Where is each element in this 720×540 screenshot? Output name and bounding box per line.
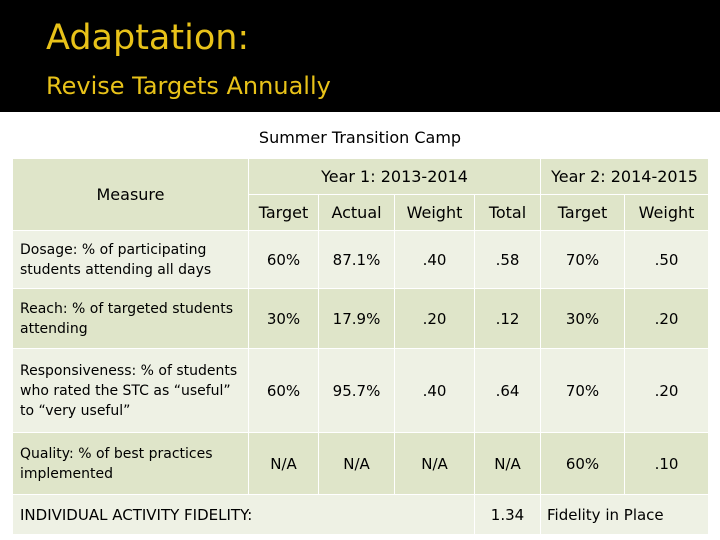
y1-weight-cell: N/A bbox=[394, 432, 475, 495]
measure-description: % of participating students attending al… bbox=[20, 241, 212, 278]
y1-actual-cell: 95.7% bbox=[318, 348, 395, 433]
y2-weight-cell: .20 bbox=[624, 288, 710, 349]
measure-name: Reach: bbox=[20, 300, 68, 317]
year2-header: Year 2: 2014-2015 bbox=[540, 158, 710, 195]
y1-actual-cell: 17.9% bbox=[318, 288, 395, 349]
y2-weight-cell: .50 bbox=[624, 230, 710, 289]
y1-actual-cell: N/A bbox=[318, 432, 395, 495]
measure-name: Responsiveness: bbox=[20, 362, 137, 379]
slide-title: Adaptation: bbox=[46, 18, 250, 58]
y1-target-header: Target bbox=[248, 194, 319, 231]
y2-target-cell: 70% bbox=[540, 348, 626, 433]
measure-name: Quality: bbox=[20, 445, 74, 462]
y1-target-cell: 60% bbox=[248, 230, 319, 289]
y1-actual-header: Actual bbox=[318, 194, 395, 231]
y1-actual-cell: 87.1% bbox=[318, 230, 395, 289]
measure-description: % of best practices implemented bbox=[20, 445, 213, 482]
fidelity-label: INDIVIDUAL ACTIVITY FIDELITY: bbox=[12, 494, 475, 535]
title-area: Adaptation: Revise Targets Annually bbox=[0, 0, 720, 110]
y1-target-cell: 30% bbox=[248, 288, 319, 349]
year1-header: Year 1: 2013-2014 bbox=[247, 158, 542, 195]
measure-cell: Dosage: % of participating students atte… bbox=[12, 230, 249, 289]
measure-description: % of targeted students attending bbox=[20, 300, 234, 337]
fidelity-status: Fidelity in Place bbox=[540, 494, 710, 535]
measure-name: Dosage: bbox=[20, 241, 78, 258]
y1-total-cell: .12 bbox=[473, 288, 542, 349]
measure-header: Measure bbox=[12, 158, 249, 231]
table-row: Quality: % of best practices implemented… bbox=[12, 432, 710, 495]
y1-weight-cell: .20 bbox=[394, 288, 475, 349]
measure-cell: Reach: % of targeted students attending bbox=[12, 288, 249, 349]
y1-weight-cell: .40 bbox=[394, 230, 475, 289]
table-row: Responsiveness: % of students who rated … bbox=[12, 348, 710, 433]
y2-weight-header: Weight bbox=[624, 194, 710, 231]
table-row: Dosage: % of participating students atte… bbox=[12, 230, 710, 289]
y2-target-header: Target bbox=[540, 194, 626, 231]
fidelity-footer-row: INDIVIDUAL ACTIVITY FIDELITY: 1.34 Fidel… bbox=[12, 494, 710, 535]
y2-weight-cell: .20 bbox=[624, 348, 710, 433]
y1-total-cell: .64 bbox=[473, 348, 542, 433]
slide-subtitle: Revise Targets Annually bbox=[46, 72, 331, 100]
y1-target-cell: N/A bbox=[248, 432, 319, 495]
y2-weight-cell: .10 bbox=[624, 432, 710, 495]
fidelity-total: 1.34 bbox=[473, 494, 542, 535]
measure-cell: Quality: % of best practices implemented bbox=[12, 432, 249, 495]
y2-target-cell: 60% bbox=[540, 432, 626, 495]
measure-cell: Responsiveness: % of students who rated … bbox=[12, 348, 249, 433]
fidelity-table: Measure Year 1: 2013-2014 Year 2: 2014-2… bbox=[12, 158, 710, 535]
y1-total-cell: .58 bbox=[473, 230, 542, 289]
y1-total-header: Total bbox=[473, 194, 542, 231]
y1-total-cell: N/A bbox=[473, 432, 542, 495]
y2-target-cell: 30% bbox=[540, 288, 626, 349]
y1-weight-cell: .40 bbox=[394, 348, 475, 433]
y1-target-cell: 60% bbox=[248, 348, 319, 433]
measure-description: % of students who rated the STC as “usef… bbox=[20, 362, 238, 419]
table-row: Reach: % of targeted students attending … bbox=[12, 288, 710, 349]
y2-target-cell: 70% bbox=[540, 230, 626, 289]
table-caption: Summer Transition Camp bbox=[258, 128, 462, 147]
y1-weight-header: Weight bbox=[394, 194, 475, 231]
